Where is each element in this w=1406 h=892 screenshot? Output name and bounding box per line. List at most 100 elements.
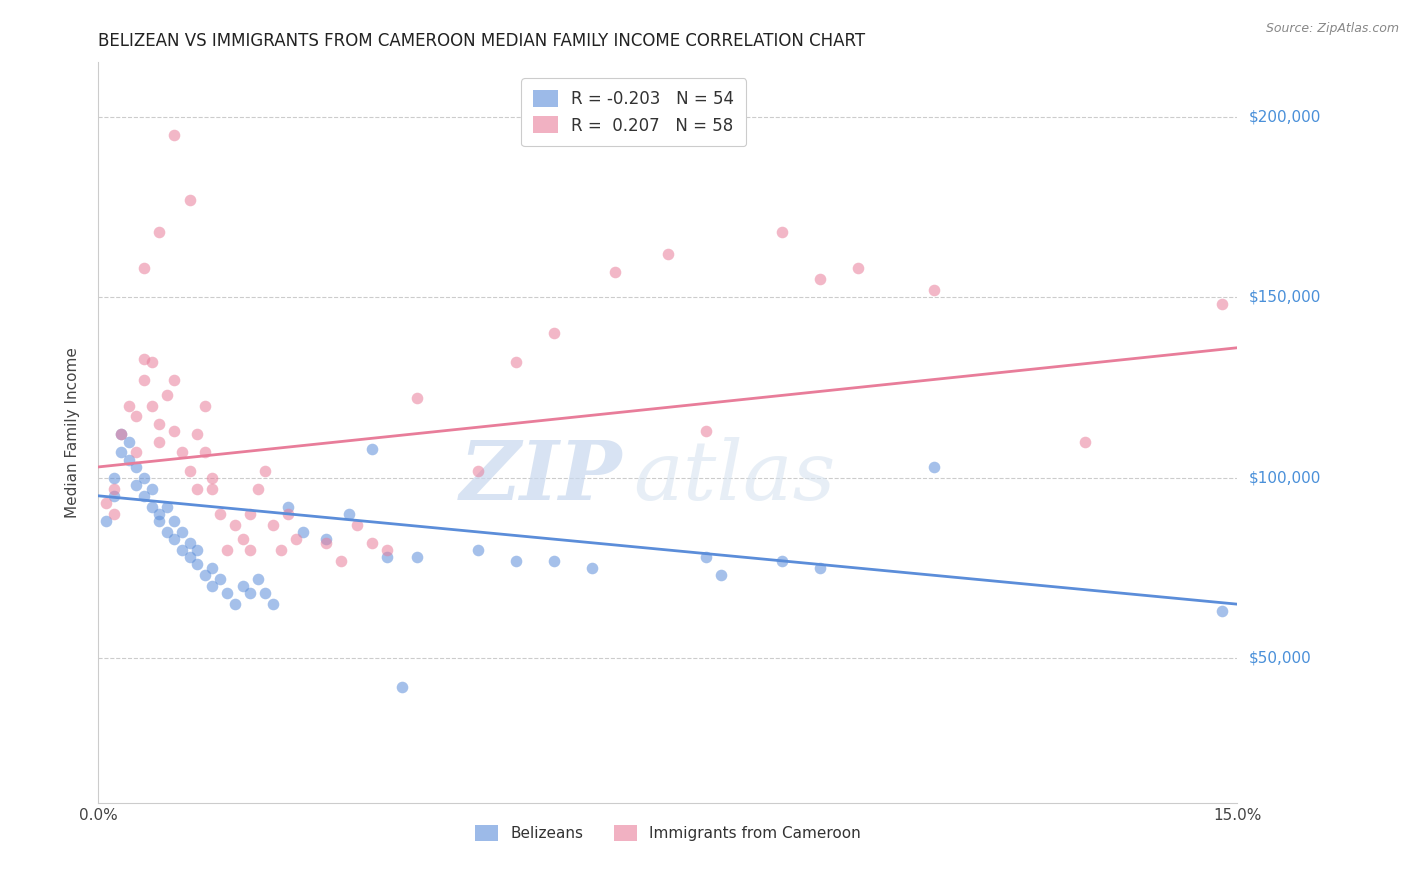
Point: [239, 586, 262, 600]
Point: [201, 561, 224, 575]
Point: [141, 482, 163, 496]
Point: [194, 399, 217, 413]
Point: [270, 543, 292, 558]
Y-axis label: Median Family Income: Median Family Income: [65, 347, 80, 518]
Point: [277, 500, 299, 514]
Point: [375, 550, 398, 565]
Point: [179, 464, 201, 478]
Point: [163, 424, 186, 438]
Point: [132, 373, 155, 387]
Point: [125, 445, 148, 459]
Point: [710, 568, 733, 582]
Point: [846, 261, 869, 276]
Point: [179, 535, 201, 549]
Point: [156, 387, 179, 401]
Point: [141, 355, 163, 369]
Text: $50,000: $50,000: [1249, 651, 1312, 665]
Point: [132, 351, 155, 366]
Point: [770, 554, 793, 568]
Point: [254, 586, 277, 600]
Point: [103, 482, 125, 496]
Point: [179, 550, 201, 565]
Point: [156, 524, 179, 539]
Point: [292, 524, 315, 539]
Point: [194, 445, 217, 459]
Point: [103, 489, 125, 503]
Point: [148, 507, 170, 521]
Point: [194, 568, 217, 582]
Point: [170, 524, 193, 539]
Point: [239, 507, 262, 521]
Point: [922, 283, 945, 297]
Point: [581, 561, 603, 575]
Point: [170, 543, 193, 558]
Point: [201, 579, 224, 593]
Point: [163, 373, 186, 387]
Point: [543, 554, 565, 568]
Text: atlas: atlas: [634, 437, 837, 517]
Point: [103, 471, 125, 485]
Point: [163, 532, 186, 546]
Point: [375, 543, 398, 558]
Point: [148, 514, 170, 528]
Point: [1074, 434, 1097, 449]
Point: [337, 507, 360, 521]
Point: [695, 424, 717, 438]
Point: [232, 579, 254, 593]
Point: [603, 265, 626, 279]
Point: [262, 597, 284, 611]
Point: [110, 445, 132, 459]
Point: [695, 550, 717, 565]
Point: [808, 561, 831, 575]
Point: [148, 225, 170, 239]
Point: [141, 500, 163, 514]
Point: [262, 517, 284, 532]
Point: [360, 442, 382, 456]
Point: [224, 597, 246, 611]
Point: [1211, 297, 1233, 311]
Point: [141, 399, 163, 413]
Point: [125, 409, 148, 424]
Point: [406, 392, 429, 406]
Point: [391, 680, 413, 694]
Point: [406, 550, 429, 565]
Point: [118, 399, 141, 413]
Point: [103, 507, 125, 521]
Point: [284, 532, 307, 546]
Point: [186, 427, 208, 442]
Point: [505, 554, 527, 568]
Point: [330, 554, 353, 568]
Point: [148, 434, 170, 449]
Text: $150,000: $150,000: [1249, 290, 1320, 305]
Text: BELIZEAN VS IMMIGRANTS FROM CAMEROON MEDIAN FAMILY INCOME CORRELATION CHART: BELIZEAN VS IMMIGRANTS FROM CAMEROON MED…: [98, 32, 866, 50]
Point: [118, 434, 141, 449]
Point: [239, 543, 262, 558]
Point: [132, 261, 155, 276]
Point: [657, 247, 679, 261]
Point: [808, 272, 831, 286]
Point: [543, 326, 565, 341]
Point: [467, 464, 489, 478]
Text: ZIP: ZIP: [460, 437, 623, 517]
Point: [922, 459, 945, 474]
Point: [224, 517, 246, 532]
Point: [110, 427, 132, 442]
Text: Source: ZipAtlas.com: Source: ZipAtlas.com: [1265, 22, 1399, 36]
Point: [186, 558, 208, 572]
Point: [170, 445, 193, 459]
Point: [217, 543, 239, 558]
Point: [125, 478, 148, 492]
Point: [132, 489, 155, 503]
Point: [315, 532, 337, 546]
Point: [163, 514, 186, 528]
Point: [360, 535, 382, 549]
Point: [94, 496, 117, 510]
Point: [346, 517, 368, 532]
Legend: Belizeans, Immigrants from Cameroon: Belizeans, Immigrants from Cameroon: [470, 819, 866, 847]
Point: [254, 464, 277, 478]
Point: [110, 427, 132, 442]
Point: [148, 417, 170, 431]
Point: [315, 535, 337, 549]
Point: [179, 193, 201, 207]
Point: [201, 471, 224, 485]
